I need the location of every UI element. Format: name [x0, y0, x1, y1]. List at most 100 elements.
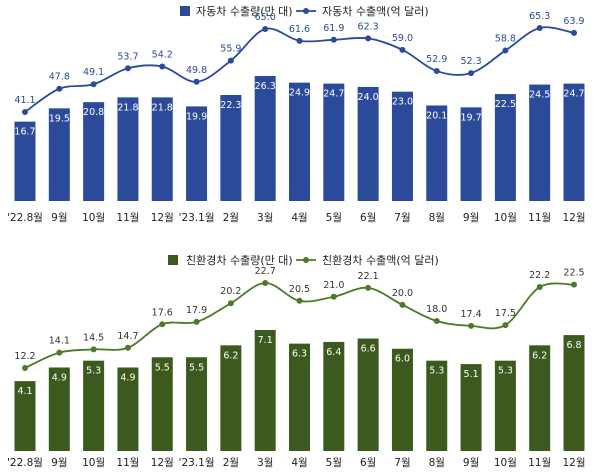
x-tick-label: 12월 [151, 212, 174, 224]
line-point-vehicle [502, 47, 509, 54]
bar-vehicle [48, 108, 70, 201]
line-value-label: 65.0 [255, 12, 276, 23]
bar-value-label: 5.3 [86, 366, 101, 377]
x-tick-label: 4월 [291, 212, 307, 224]
line-point-vehicle [124, 65, 131, 72]
line-value-label: 22.7 [255, 266, 276, 277]
bar-eco [391, 348, 413, 451]
line-value-label: 41.1 [14, 95, 35, 106]
line-value-label: 21.0 [323, 280, 344, 291]
legend-label-bar: 친환경차 수출량(만 대) [186, 254, 293, 267]
legend-swatch-bar [180, 6, 190, 16]
line-point-vehicle [56, 85, 63, 92]
x-tick-label: 11월 [116, 212, 139, 224]
bar-eco [460, 364, 482, 451]
line-point-vehicle [365, 35, 372, 42]
bar-value-label: 23.0 [392, 97, 413, 108]
bar-eco [254, 330, 276, 451]
line-point-vehicle [330, 36, 337, 43]
bar-value-label: 20.8 [83, 107, 104, 118]
x-tick-label: 6월 [360, 212, 376, 224]
x-tick-label: 12월 [562, 457, 585, 469]
x-tick-label: 2월 [223, 457, 239, 469]
line-value-label: 18.0 [426, 304, 447, 315]
line-value-label: 22.2 [529, 270, 550, 281]
x-tick-label: 4월 [291, 457, 307, 469]
bar-value-label: 4.1 [17, 386, 32, 397]
x-tick-label: 11월 [528, 457, 551, 469]
bar-vehicle [83, 102, 105, 201]
line-point-eco [365, 284, 372, 291]
bar-value-label: 5.5 [189, 362, 204, 373]
bar-value-label: 19.5 [49, 113, 70, 124]
line-value-label: 17.4 [460, 309, 481, 320]
line-value-label: 14.5 [83, 332, 104, 343]
bar-eco [357, 338, 379, 451]
line-point-eco [193, 318, 200, 325]
line-point-eco [56, 349, 63, 356]
line-value-label: 55.9 [220, 44, 241, 55]
bar-value-label: 19.7 [460, 112, 481, 123]
line-point-eco [227, 300, 234, 307]
bar-vehicle [426, 105, 448, 201]
line-value-label: 62.3 [358, 21, 379, 32]
x-tick-label: 9월 [51, 457, 67, 469]
x-tick-label: '22.8월 [7, 212, 43, 224]
bar-value-label: 16.7 [14, 127, 35, 138]
bar-vehicle [289, 82, 310, 201]
bar-vehicle [357, 86, 379, 201]
bar-value-label: 21.8 [117, 102, 138, 113]
x-tick-label: 5월 [326, 457, 342, 469]
bar-value-label: 4.9 [52, 372, 67, 383]
bar-eco [529, 345, 551, 451]
x-tick-label: 3월 [257, 457, 273, 469]
line-point-eco [159, 321, 166, 328]
x-tick-label: 11월 [116, 457, 139, 469]
x-tick-label: 10월 [494, 212, 517, 224]
line-point-vehicle [433, 68, 440, 75]
bar-value-label: 26.3 [255, 81, 276, 92]
bar-value-label: 6.2 [532, 350, 547, 361]
chart-panel-vehicle: 자동차 수출량(만 대) 자동차 수출액(억 달러) 16.7 19.5 20.8 21.… [7, 5, 585, 224]
bar-value-label: 20.1 [426, 110, 447, 121]
legend-label-line: 친환경차 수출액(억 달러) [322, 254, 439, 267]
line-value-label: 53.7 [117, 51, 138, 62]
line-value-label: 22.5 [563, 268, 584, 279]
bar-value-label: 6.3 [292, 349, 307, 360]
bar-value-label: 5.3 [429, 366, 444, 377]
bar-value-label: 22.3 [220, 100, 241, 111]
line-value-label: 59.0 [392, 33, 413, 44]
line-point-eco [536, 284, 543, 291]
x-tick-label: 11월 [528, 212, 551, 224]
bar-eco [117, 367, 139, 451]
bar-value-label: 4.9 [120, 372, 135, 383]
x-tick-label: 3월 [257, 212, 273, 224]
bar-vehicle [323, 83, 345, 201]
line-point-vehicle [159, 63, 166, 70]
line-point-eco [433, 318, 440, 325]
line-value-label: 65.3 [529, 11, 550, 22]
line-value-label: 47.8 [49, 72, 70, 83]
line-point-vehicle [536, 25, 543, 31]
bar-value-label: 6.4 [326, 347, 341, 358]
legend-marker-line [303, 257, 309, 263]
x-tick-label: '23.1월 [179, 212, 215, 224]
line-value-label: 61.9 [323, 23, 344, 34]
x-tick-label: 7월 [394, 212, 410, 224]
bar-value-label: 24.0 [358, 92, 379, 103]
bar-vehicle [151, 97, 173, 201]
line-value-label: 20.5 [289, 284, 310, 295]
x-tick-label: 6월 [360, 457, 376, 469]
line-point-eco [571, 281, 577, 288]
chart-panel-eco: 친환경차 수출량(만 대) 친환경차 수출액(억 달러) 4.1 4.9 5.3 4.9 5… [7, 254, 585, 469]
line-point-vehicle [399, 46, 406, 53]
x-tick-label: 12월 [151, 457, 174, 469]
line-value-label: 14.7 [117, 331, 138, 342]
bar-eco [48, 367, 70, 451]
bar-value-label: 6.0 [395, 354, 410, 365]
x-tick-label: 8월 [429, 457, 445, 469]
bar-vehicle [117, 97, 139, 201]
line-value-label: 20.2 [220, 286, 241, 297]
bar-vehicle [14, 121, 36, 201]
